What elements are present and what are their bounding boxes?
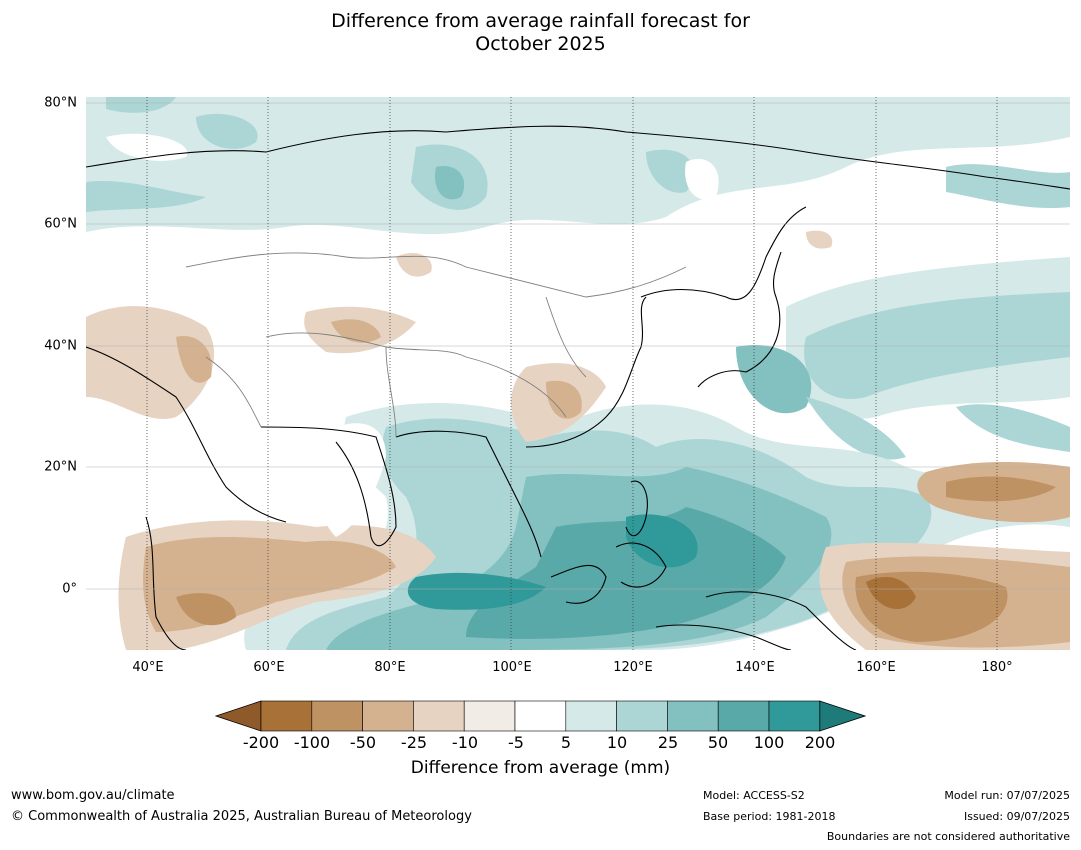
lon-label-160e: 160°E <box>856 660 896 675</box>
latitude-gridlines <box>86 102 1070 590</box>
colorbar-tick-m100: -100 <box>293 733 331 752</box>
wet-region-north-pacific <box>736 257 1070 460</box>
colorbar-tick-5: 5 <box>560 733 572 752</box>
rainfall-anomaly-map <box>86 97 1070 650</box>
title-line-1: Difference from average rainfall forecas… <box>331 10 750 32</box>
lon-label-140e: 140°E <box>735 660 775 675</box>
colorbar-extend-high <box>819 700 866 732</box>
lat-label-80n: 80°N <box>44 95 77 111</box>
colorbar <box>215 700 866 732</box>
colorbar-tick-200: 200 <box>804 733 836 752</box>
dry-region-pacific <box>819 462 1070 650</box>
colorbar-label: Difference from average (mm) <box>410 758 671 778</box>
colorbar-tick-m5: -5 <box>508 733 524 752</box>
colorbar-cell <box>362 700 414 732</box>
lon-label-180: 180° <box>981 660 1013 675</box>
lat-label-0: 0° <box>62 581 77 597</box>
lon-label-100e: 100°E <box>492 660 532 675</box>
issued-date: Issued: 09/07/2025 <box>963 810 1070 823</box>
lon-label-60e: 60°E <box>253 660 285 675</box>
lon-label-80e: 80°E <box>374 660 406 675</box>
colorbar-tick-25: 25 <box>657 733 679 752</box>
wet-region-north <box>86 97 1070 235</box>
colorbar-extend-low <box>215 700 262 732</box>
colorbar-tick-100: 100 <box>753 733 785 752</box>
copyright-notice: © Commonwealth of Australia 2025, Austra… <box>11 809 472 824</box>
model-name: Model: ACCESS-S2 <box>703 789 805 802</box>
colorbar-tick-50: 50 <box>707 733 729 752</box>
colorbar-cell <box>565 700 617 732</box>
dry-region-indian-ocean <box>118 520 436 650</box>
colorbar-cell <box>311 700 363 732</box>
colorbar-cell <box>463 700 516 732</box>
colorbar-tick-m50: -50 <box>349 733 377 752</box>
colorbar-cell <box>616 700 668 732</box>
colorbar-cell <box>413 700 465 732</box>
dry-region-asia <box>86 230 833 442</box>
boundary-disclaimer: Boundaries are not considered authoritat… <box>826 830 1070 843</box>
colorbar-cell <box>717 700 770 732</box>
colorbar-cell <box>260 700 313 732</box>
map-title: Difference from average rainfall forecas… <box>0 10 1081 56</box>
colorbar-cell <box>768 700 821 732</box>
colorbar-tick-m200: -200 <box>242 733 280 752</box>
lat-label-40n: 40°N <box>44 338 77 354</box>
website-link[interactable]: www.bom.gov.au/climate <box>11 788 175 803</box>
base-period: Base period: 1981-2018 <box>703 810 836 823</box>
colorbar-tick-10: 10 <box>606 733 628 752</box>
colorbar-tick-m25: -25 <box>400 733 428 752</box>
lat-label-60n: 60°N <box>44 216 77 232</box>
lon-label-120e: 120°E <box>613 660 653 675</box>
lon-label-40e: 40°E <box>132 660 164 675</box>
country-boundaries <box>185 252 687 438</box>
colorbar-tick-m10: -10 <box>451 733 479 752</box>
lat-label-20n: 20°N <box>44 459 77 475</box>
colorbar-cell <box>514 700 567 732</box>
longitude-gridlines <box>146 97 998 650</box>
coastlines <box>86 125 1070 650</box>
title-line-2: October 2025 <box>475 33 606 55</box>
model-run-date: Model run: 07/07/2025 <box>944 789 1070 802</box>
colorbar-cell <box>667 700 719 732</box>
